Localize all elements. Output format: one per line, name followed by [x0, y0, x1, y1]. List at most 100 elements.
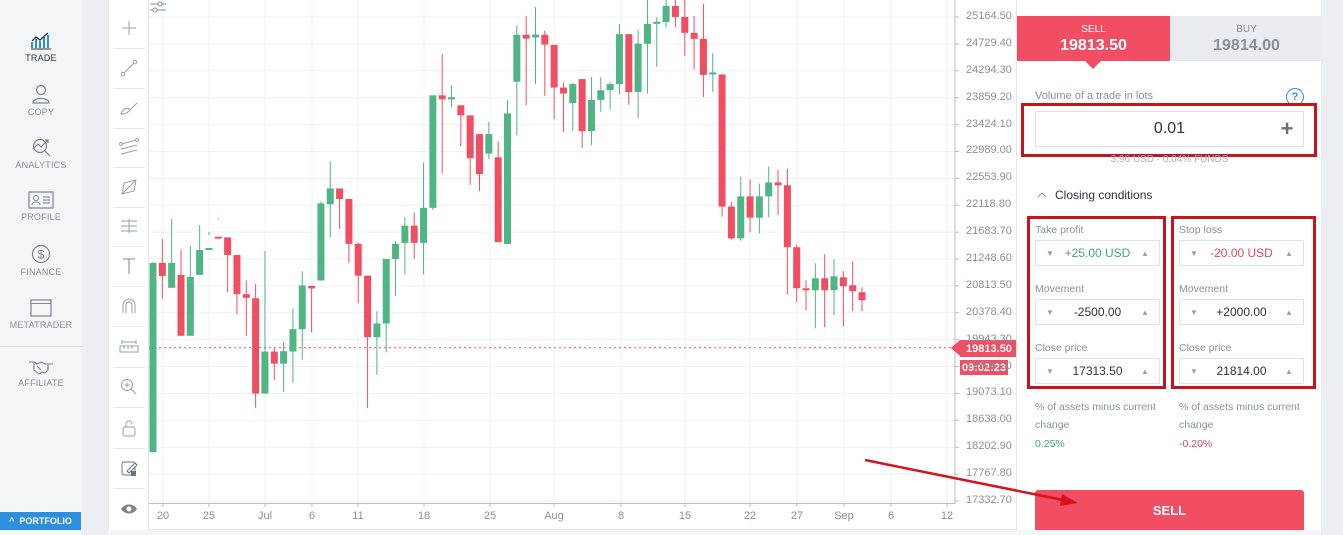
tool-separator: [113, 488, 145, 489]
decrement-icon[interactable]: ▼: [1190, 248, 1198, 258]
y-axis-label: 22989.00: [966, 144, 1012, 157]
tool-lock[interactable]: [109, 408, 149, 448]
candle: [177, 274, 185, 336]
candle: [270, 351, 278, 364]
tp-close-price-stepper[interactable]: ▼ 17313.50 ▲: [1035, 358, 1160, 384]
candle: [205, 247, 213, 251]
candle: [578, 79, 586, 132]
decrement-icon[interactable]: ▼: [1046, 366, 1054, 376]
candle: [718, 74, 726, 207]
tool-polygon[interactable]: [109, 167, 149, 207]
candle: [373, 323, 381, 338]
handshake-icon: [29, 361, 53, 375]
volume-label: Volume of a trade in lots: [1035, 90, 1154, 102]
nav-item-finance[interactable]: $ FINANCE: [0, 244, 82, 277]
y-axis-label: 22553.90: [966, 171, 1012, 184]
nav-item-copy[interactable]: COPY: [0, 84, 82, 117]
nav-item-analytics[interactable]: ANALYTICS: [0, 137, 82, 170]
sell-tab[interactable]: SELL 19813.50: [1017, 16, 1170, 69]
nav-label: TRADE: [25, 53, 57, 63]
text-icon: [123, 258, 135, 274]
increment-icon[interactable]: ▲: [1141, 307, 1149, 317]
y-axis-label: 18202.90: [966, 440, 1012, 453]
nav-item-trade[interactable]: TRADE: [0, 32, 82, 63]
buy-price: 19814.00: [1213, 37, 1280, 54]
highlight-stop-loss: [1171, 216, 1316, 389]
tool-crosshair[interactable]: [109, 8, 149, 48]
sl-movement-label: Movement: [1179, 283, 1229, 295]
candle: [392, 243, 400, 259]
candle: [625, 34, 633, 93]
chart-settings-icon[interactable]: [149, 0, 167, 14]
closing-conditions-toggle[interactable]: Closing conditions: [1037, 188, 1152, 202]
sl-movement-stepper[interactable]: ▼ +2000.00 ▲: [1179, 299, 1304, 325]
tool-brush[interactable]: [109, 88, 149, 128]
increment-icon[interactable]: ▲: [1285, 366, 1293, 376]
edit-note-icon: [121, 461, 138, 476]
nav-label: FINANCE: [20, 267, 62, 277]
buy-tab[interactable]: BUY 19814.00: [1170, 16, 1323, 61]
tool-ruler[interactable]: [109, 327, 149, 367]
candle: [746, 196, 754, 218]
candle: [765, 182, 773, 197]
tool-zoom-in[interactable]: [109, 367, 149, 407]
volume-input[interactable]: 0.01: [1035, 111, 1304, 147]
tp-movement-stepper[interactable]: ▼ -2500.00 ▲: [1035, 299, 1160, 325]
candle: [830, 276, 838, 291]
decrement-icon[interactable]: ▼: [1190, 307, 1198, 317]
portfolio-button[interactable]: ^ PORTFOLIO: [0, 512, 81, 530]
decrement-icon[interactable]: ▼: [1190, 366, 1198, 376]
candle: [186, 276, 194, 336]
tool-parallel-channel[interactable]: [109, 127, 149, 167]
tool-separator: [113, 367, 145, 368]
increment-icon[interactable]: ▲: [1285, 248, 1293, 258]
nav-item-profile[interactable]: PROFILE: [0, 191, 82, 222]
tp-movement-value[interactable]: -2500.00: [1073, 305, 1122, 319]
y-axis-label: 18638.00: [966, 413, 1012, 426]
nav-item-metatrader[interactable]: METATRADER: [0, 299, 82, 330]
nav-label: PROFILE: [21, 212, 61, 222]
sell-price: 19813.50: [1060, 37, 1127, 54]
y-axis-label: 23424.10: [966, 117, 1012, 130]
stop-loss-stepper[interactable]: ▼ -20.00 USD ▲: [1179, 240, 1304, 266]
take-profit-value[interactable]: +25.00 USD: [1064, 246, 1131, 260]
candlestick-plot[interactable]: [149, 0, 1016, 530]
take-profit-stepper[interactable]: ▼ +25.00 USD ▲: [1035, 240, 1160, 266]
tool-magnet[interactable]: [109, 286, 149, 326]
candle: [476, 134, 484, 175]
nav-item-affiliate[interactable]: AFFILIATE: [0, 359, 82, 388]
tp-pct-value: 0.25%: [1035, 438, 1065, 450]
sl-close-price-stepper[interactable]: ▼ 21814.00 ▲: [1179, 358, 1304, 384]
sl-close-price-value[interactable]: 21814.00: [1216, 364, 1267, 378]
candle: [643, 23, 651, 44]
increment-icon[interactable]: ▲: [1141, 248, 1149, 258]
tool-eye[interactable]: [109, 489, 149, 529]
increment-icon[interactable]: ▲: [1285, 307, 1293, 317]
x-axis-label: 12: [940, 510, 954, 522]
y-axis-label: 21248.60: [966, 252, 1012, 264]
y-axis-label: 22118.80: [966, 198, 1012, 211]
decrement-icon[interactable]: ▼: [1046, 307, 1054, 317]
tool-edit-note[interactable]: [109, 448, 149, 488]
tool-trend-line[interactable]: [109, 48, 149, 88]
polygon-icon: [121, 179, 137, 195]
nav-label: AFFILIATE: [18, 378, 64, 388]
lock-icon: [122, 420, 136, 437]
tool-fib-levels[interactable]: [109, 206, 149, 246]
tp-close-price-value[interactable]: 17313.50: [1072, 364, 1123, 378]
tool-separator: [113, 207, 145, 208]
stop-loss-value[interactable]: -20.00 USD: [1210, 246, 1273, 260]
plus-icon[interactable]: +: [1280, 116, 1294, 141]
x-axis-label: 15: [678, 510, 692, 522]
price-chart[interactable]: 19813.50 09:02:23 25164.50 24729.40 24294.…: [149, 0, 1018, 530]
decrement-icon[interactable]: ▼: [1046, 248, 1054, 258]
tool-text[interactable]: [109, 246, 149, 286]
sl-movement-value[interactable]: +2000.00: [1216, 305, 1267, 319]
y-axis-label: 25164.50: [966, 10, 1012, 22]
highlight-volume: [1021, 103, 1317, 157]
sell-submit-button[interactable]: SELL: [1035, 490, 1304, 530]
candle: [793, 247, 801, 289]
candle: [438, 95, 446, 100]
nav-label: COPY: [27, 107, 55, 117]
increment-icon[interactable]: ▲: [1141, 366, 1149, 376]
